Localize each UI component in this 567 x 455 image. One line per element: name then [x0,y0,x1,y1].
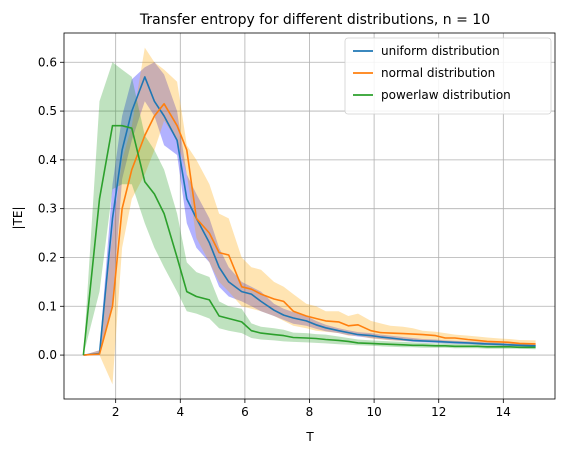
x-tick-label: 8 [306,405,314,419]
line-series-2 [83,103,536,356]
y-axis-ticks: 0.0 0.1 0.2 0.3 0.4 0.5 0.6 [38,55,64,362]
series-lines [82,76,536,356]
x-tick-label: 14 [496,405,511,419]
x-tick-label: 12 [431,405,446,419]
y-tick-label: 0.0 [38,348,57,362]
band-series-3 [83,62,536,356]
y-tick-label: 0.1 [38,299,57,313]
legend-label: normal distribution [381,66,495,80]
x-axis-ticks: 2 4 6 8 10 12 14 [112,399,511,419]
y-axis-label: |TE| [11,207,25,230]
legend-box [344,37,552,115]
y-tick-label: 0.6 [38,55,57,69]
y-tick-label: 0.3 [38,202,57,216]
y-tick-label: 0.2 [38,250,57,264]
y-tick-label: 0.4 [38,153,57,167]
y-tick-label: 0.5 [38,104,57,118]
legend: uniform distribution normal distribution p… [344,37,552,115]
line-series-3 [82,124,536,356]
x-tick-label: 10 [366,405,381,419]
x-tick-label: 4 [176,405,184,419]
band-series-1 [83,62,536,356]
legend-label: uniform distribution [381,44,500,58]
legend-label: powerlaw distribution [381,88,511,102]
x-tick-label: 2 [112,405,120,419]
line-series-1 [83,76,536,356]
chart-title: Transfer entropy for different distribut… [139,12,490,28]
x-tick-label: 6 [241,405,249,419]
x-axis-label: T [305,430,314,444]
